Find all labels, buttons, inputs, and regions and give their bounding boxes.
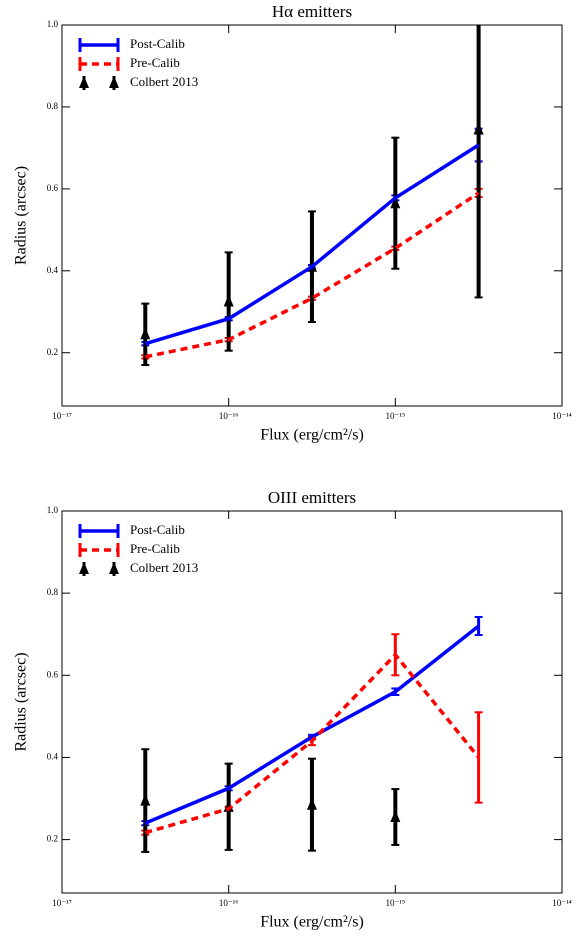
legend-label: Pre-Calib [130,541,180,556]
marker [390,196,401,209]
legend-entry: Pre-Calib [78,541,180,557]
y-axis-label: Radius (arcsec) [13,652,30,751]
plot-frame [61,510,563,894]
legend-entry: Colbert 2013 [79,74,198,90]
plot-frame [61,24,563,407]
error-point [306,757,317,852]
legend-label: Post-Calib [130,36,185,51]
x-axis-label: Flux (erg/cm²/s) [260,914,364,931]
legend-label: Colbert 2013 [130,560,198,575]
chart-title: Hα emitters [272,2,352,21]
marker [306,797,317,810]
legend-entry: Colbert 2013 [79,560,198,576]
x-tick-label: 10⁻¹⁷ [52,898,72,908]
y-axis-label: Radius (arcsec) [13,166,30,265]
legend-entry: Post-Calib [78,522,185,538]
legend-marker [79,562,89,574]
marker [223,294,234,307]
y-tick-label: 0.4 [47,752,59,762]
error-point [390,788,401,846]
legend-marker [109,562,119,574]
plot-area [140,615,483,853]
y-tick-label: 1.0 [47,505,59,515]
y-tick-label: 0.4 [47,265,59,275]
series-line [144,652,480,835]
x-tick-label: 10⁻¹⁷ [52,411,72,421]
error-point [473,25,484,299]
chart-title: OIII emitters [268,488,356,507]
legend-label: Pre-Calib [130,55,180,70]
y-tick-label: 0.2 [47,834,58,844]
y-tick-label: 0.8 [47,587,59,597]
marker [473,122,484,135]
legend-marker [109,76,119,88]
series-line [144,624,480,825]
marker [140,793,151,806]
y-tick-label: 1.0 [47,19,59,29]
error-point [140,748,151,853]
legend-label: Colbert 2013 [130,74,198,89]
legend-entry: Post-Calib [78,36,185,52]
series-line [144,143,480,346]
legend-entry: Pre-Calib [78,55,180,71]
marker [140,327,151,340]
x-tick-label: 10⁻¹⁴ [552,898,572,908]
x-tick-label: 10⁻¹⁴ [552,411,572,421]
x-tick-label: 10⁻¹⁶ [219,898,239,908]
error-point [140,302,151,367]
x-tick-label: 10⁻¹⁶ [219,411,239,421]
y-tick-label: 0.2 [47,347,58,357]
legend-marker [79,76,89,88]
y-tick-label: 0.8 [47,101,59,111]
legend-label: Post-Calib [130,522,185,537]
x-tick-label: 10⁻¹⁵ [386,411,406,421]
y-tick-label: 0.6 [47,669,59,679]
x-axis-label: Flux (erg/cm²/s) [260,427,364,444]
plot-area [140,25,484,367]
error-point [223,251,234,352]
x-tick-label: 10⁻¹⁵ [386,898,406,908]
y-tick-label: 0.6 [47,183,59,193]
marker [390,810,401,823]
